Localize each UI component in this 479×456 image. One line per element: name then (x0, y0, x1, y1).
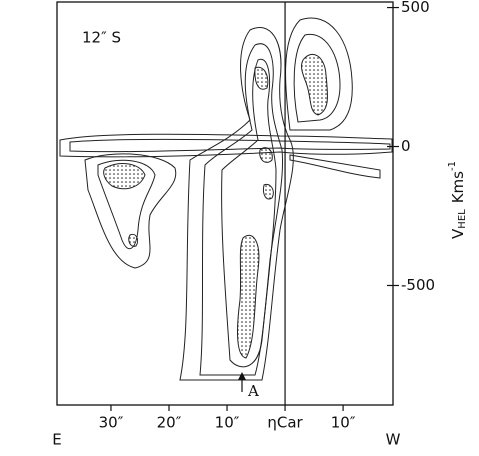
y-axis-label: VHEL Kms-1 (447, 161, 468, 239)
marker-label: A (247, 382, 259, 400)
direction-left: E (52, 431, 61, 449)
y-tick-label: 500 (401, 0, 430, 16)
y-label-symbol: V (449, 228, 467, 239)
plot-frame (56, 1, 394, 406)
x-tick-label: 20″ (157, 414, 182, 432)
contours (59, 17, 393, 381)
annotation: 12″ S (82, 29, 121, 47)
x-tick-label: 30″ (99, 414, 124, 432)
x-tick-label: 10″ (331, 414, 356, 432)
y-tick-label: 0 (401, 137, 411, 155)
y-label-subscript: HEL (457, 209, 468, 229)
y-label-unit: Kms (449, 171, 467, 203)
x-tick-label: ηCar (267, 414, 303, 432)
arrow-head (238, 372, 246, 380)
x-tick-label: 10″ (215, 414, 240, 432)
y-tick-label: -500 (401, 276, 435, 294)
y-label-superscript: -1 (447, 161, 458, 171)
direction-right: W (386, 431, 401, 449)
